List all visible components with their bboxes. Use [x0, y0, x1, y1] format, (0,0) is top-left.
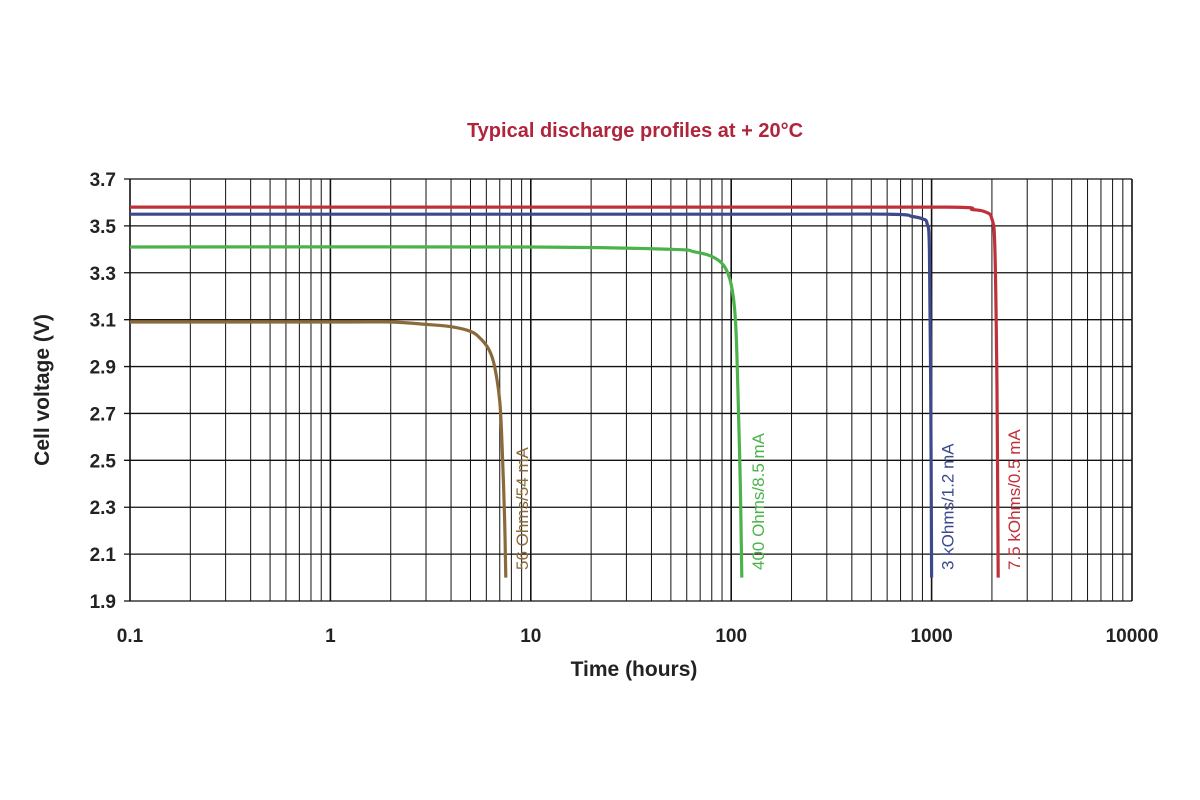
series-line: [129, 205, 1000, 578]
series-label: 56 Ohms/54 mA: [513, 447, 532, 570]
series-label: 3 kOhms/1.2 mA: [939, 443, 958, 570]
x-axis-label: Time (hours): [571, 658, 698, 681]
chart-series: [129, 205, 1000, 578]
y-tick-label: 3.5: [90, 217, 117, 238]
y-tick-label: 1.9: [90, 592, 116, 613]
y-tick-label: 2.5: [90, 451, 117, 472]
x-tick-label: 0.1: [117, 626, 144, 647]
x-tick-label: 100: [715, 626, 747, 647]
x-tick-label: 10: [520, 626, 541, 647]
y-tick-label: 2.1: [90, 545, 117, 566]
series-labels: 56 Ohms/54 mA 400 Ohms/8.5 mA 3 kOhms/1.2 …: [513, 429, 1024, 570]
y-tick-label: 3.3: [90, 264, 116, 285]
chart-grid: [124, 178, 1133, 602]
y-tick-label: 2.3: [90, 498, 116, 519]
x-tick-label: 10000: [1106, 626, 1159, 647]
x-tick-labels: 0.1 1 10 100 1000 10000: [117, 626, 1159, 647]
series-line: [130, 212, 934, 578]
y-tick-label: 3.7: [90, 170, 116, 191]
y-tick-label: 2.7: [90, 404, 116, 425]
series-line: [129, 245, 744, 578]
y-tick-label: 3.1: [90, 311, 117, 332]
series-line: [130, 320, 508, 578]
x-tick-label: 1000: [910, 626, 952, 647]
y-tick-labels: 1.9 2.1 2.3 2.5 2.7 2.9 3.1 3.3 3.5 3.7: [90, 170, 117, 613]
chart-title: Typical discharge profiles at + 20°C: [467, 120, 803, 142]
y-tick-label: 2.9: [90, 358, 116, 379]
x-tick-label: 1: [325, 626, 336, 647]
series-label: 7.5 kOhms/0.5 mA: [1005, 429, 1024, 570]
y-axis-label: Cell voltage (V): [31, 314, 54, 466]
series-label: 400 Ohms/8.5 mA: [749, 432, 768, 570]
